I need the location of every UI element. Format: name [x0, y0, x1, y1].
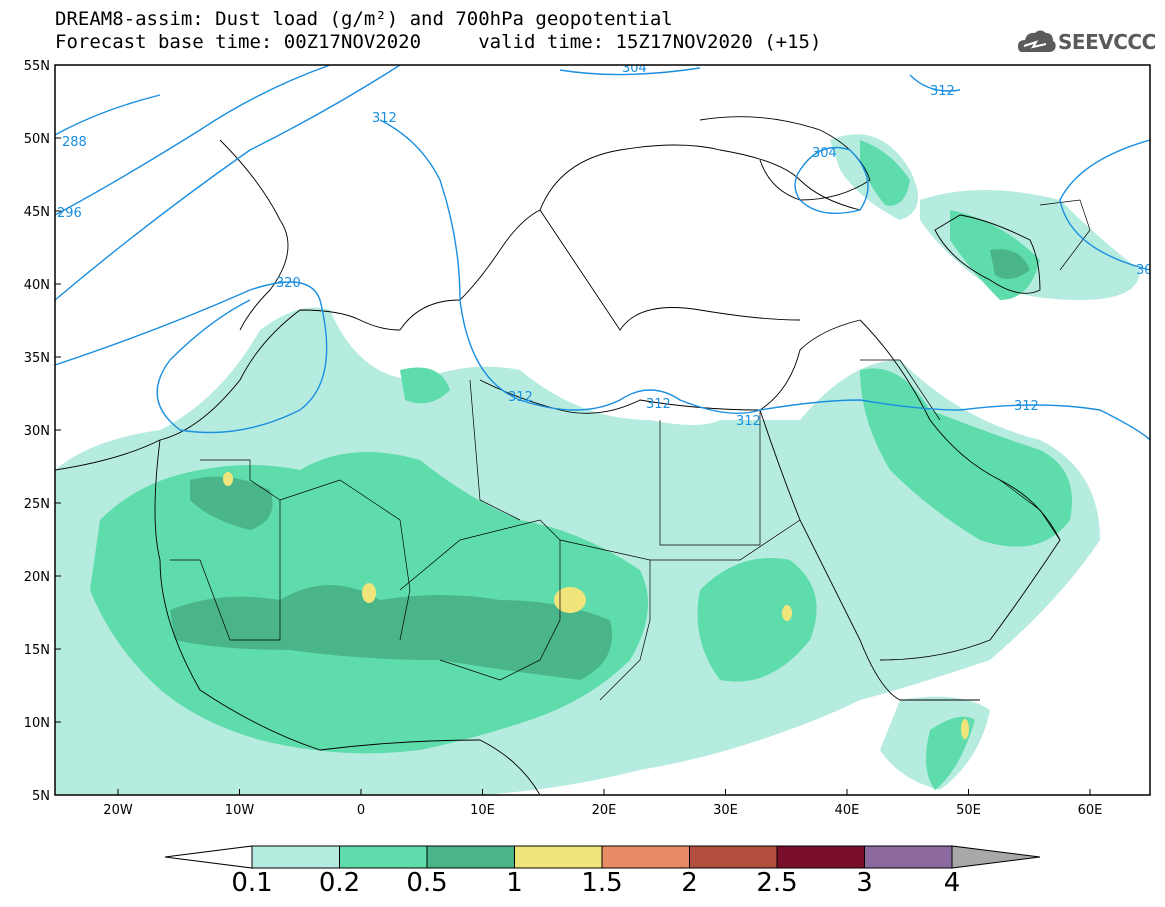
lat-label: 50N — [24, 132, 50, 147]
lon-label: 10W — [225, 803, 255, 818]
colorbar-label: 2 — [681, 868, 698, 898]
colorbar-label: 1 — [506, 868, 523, 898]
contour-label: 288 — [62, 135, 87, 150]
dust-field: 304 312 288 296 312 304 320 312 312 312 … — [55, 61, 1153, 795]
lat-label: 20N — [24, 570, 50, 585]
colorbar-label: 0.1 — [231, 868, 273, 898]
lon-label: 20W — [103, 803, 133, 818]
lat-label: 25N — [24, 497, 50, 512]
colorbar-max-arrow — [951, 845, 1041, 869]
colorbar-swatch — [514, 845, 603, 869]
lon-label: 10E — [470, 803, 495, 818]
colorbar-swatch — [251, 845, 340, 869]
colorbar-swatch — [864, 845, 953, 869]
contour-label: 312 — [930, 84, 955, 99]
contour-label: 304 — [812, 146, 837, 161]
contour-label: 312 — [372, 111, 397, 126]
lon-label: 20E — [592, 803, 617, 818]
lat-label: 5N — [32, 789, 50, 804]
contour-label: 30 — [1136, 263, 1153, 278]
lon-label: 40E — [835, 803, 860, 818]
contour-label: 296 — [57, 206, 82, 221]
colorbar-min-arrow — [164, 845, 253, 869]
lon-label: 30E — [713, 803, 738, 818]
colorbar — [164, 845, 1041, 869]
lat-label: 30N — [24, 424, 50, 439]
contour-label: 320 — [276, 276, 301, 291]
colorbar-label: 1.5 — [581, 868, 623, 898]
contour-label: 312 — [1014, 399, 1039, 414]
colorbar-swatch — [601, 845, 690, 869]
lon-label: 50E — [956, 803, 981, 818]
colorbar-label: 2.5 — [756, 868, 798, 898]
colorbar-label: 3 — [856, 868, 873, 898]
colorbar-label: 0.2 — [318, 868, 361, 898]
map-title-line1: DREAM8-assim: Dust load (g/m²) and 700hP… — [55, 8, 673, 30]
lon-label: 60E — [1078, 803, 1103, 818]
lat-label: 55N — [24, 59, 50, 74]
lat-label: 10N — [24, 716, 50, 731]
colorbar-label: 0.5 — [406, 868, 448, 898]
colorbar-label: 4 — [943, 868, 961, 898]
lon-label: 0 — [357, 803, 365, 818]
logo-text: SEEVCCC — [1058, 30, 1156, 54]
lat-label: 45N — [24, 205, 50, 220]
colorbar-swatch — [689, 845, 778, 869]
contour-label: 312 — [508, 390, 533, 405]
lat-label: 40N — [24, 278, 50, 293]
cloud-logo-icon — [1018, 30, 1056, 52]
contour-label: 312 — [646, 397, 671, 412]
colorbar-swatch — [339, 845, 428, 869]
contour-label: 304 — [622, 61, 647, 76]
lat-label: 35N — [24, 351, 50, 366]
map-title-line2: Forecast base time: 00Z17NOV2020 valid t… — [55, 31, 822, 53]
colorbar-swatch — [426, 845, 515, 869]
contour-label: 312 — [736, 414, 761, 429]
lat-label: 15N — [24, 643, 50, 658]
colorbar-swatch — [776, 845, 865, 869]
